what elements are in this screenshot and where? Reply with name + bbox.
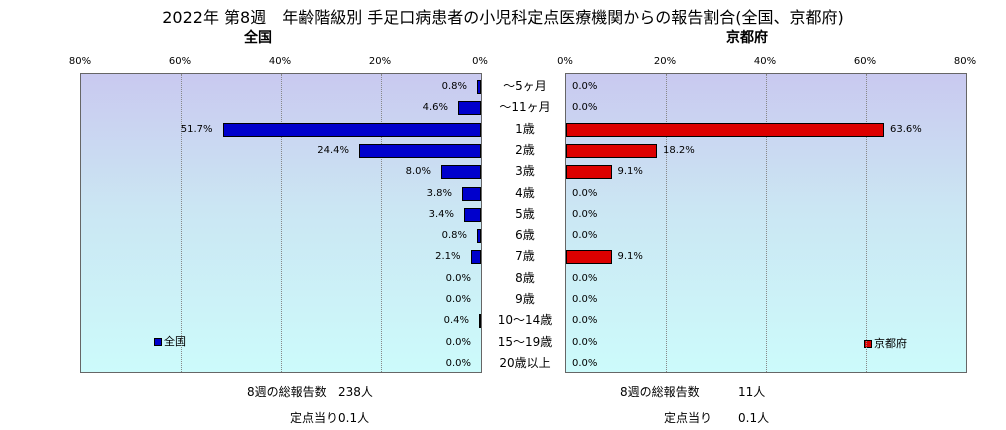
right-legend: 京都府	[864, 338, 907, 350]
right-per-label: 定点当り	[664, 409, 712, 426]
category-label: 6歳	[485, 228, 565, 242]
left-bar	[359, 144, 481, 158]
left-value-label: 3.8%	[427, 187, 452, 201]
right-gridline	[666, 74, 667, 372]
left-per-value: 0.1人	[338, 409, 369, 426]
right-tick-label: 80%	[945, 56, 985, 67]
right-tick-label: 0%	[545, 56, 585, 67]
left-bar	[441, 165, 481, 179]
category-label: 15～19歳	[485, 335, 565, 349]
left-value-label: 0.8%	[442, 229, 467, 243]
left-value-label: 24.4%	[317, 144, 349, 158]
left-bar	[223, 123, 482, 137]
left-tick-label: 20%	[360, 56, 400, 67]
right-value-label: 0.0%	[572, 272, 597, 286]
right-value-label: 0.0%	[572, 314, 597, 328]
left-value-label: 3.4%	[429, 208, 454, 222]
left-tick-label: 60%	[160, 56, 200, 67]
left-value-label: 8.0%	[406, 165, 431, 179]
category-label: 1歳	[485, 122, 565, 136]
category-label: 5歳	[485, 207, 565, 221]
right-per-value: 0.1人	[738, 409, 769, 426]
left-tick-label: 80%	[60, 56, 100, 67]
category-label: 3歳	[485, 164, 565, 178]
category-label: 4歳	[485, 186, 565, 200]
left-value-label: 2.1%	[435, 250, 460, 264]
category-label: 8歳	[485, 271, 565, 285]
left-tick-label: 40%	[260, 56, 300, 67]
left-plot-area: 全国 0.8% 4.6% 51.7% 24.4% 8.0% 3.8% 3.4% 0.8% 2.1…	[80, 73, 482, 373]
right-tick-label: 20%	[645, 56, 685, 67]
right-plot-area: 京都府 0.0% 0.0% 63.6% 18.2% 9.1% 0.0% 0.0% 0.0% 9.…	[565, 73, 967, 373]
right-value-label: 0.0%	[572, 336, 597, 350]
right-value-label: 0.0%	[572, 101, 597, 115]
left-bar	[464, 208, 481, 222]
left-legend-swatch	[154, 338, 162, 346]
left-value-label: 0.0%	[446, 357, 471, 371]
right-tick-label: 40%	[745, 56, 785, 67]
right-gridline	[766, 74, 767, 372]
category-label: ～5ヶ月	[485, 79, 565, 93]
left-value-label: 51.7%	[181, 123, 213, 137]
left-bar	[471, 250, 482, 264]
right-value-label: 0.0%	[572, 229, 597, 243]
left-value-label: 0.0%	[446, 293, 471, 307]
right-value-label: 18.2%	[663, 144, 695, 158]
right-gridline	[866, 74, 867, 372]
left-per-label: 定点当り	[290, 409, 338, 426]
chart-title: 2022年 第8週 年齢階級別 手足口病患者の小児科定点医療機関からの報告割合(…	[0, 4, 1006, 28]
right-value-label: 0.0%	[572, 208, 597, 222]
category-label: 2歳	[485, 143, 565, 157]
right-bar	[566, 165, 612, 179]
left-total-value: 238人	[338, 383, 373, 400]
left-value-label: 0.8%	[442, 80, 467, 94]
left-value-label: 0.4%	[444, 314, 469, 328]
left-chart-title: 全国	[244, 27, 272, 47]
right-tick-label: 60%	[845, 56, 885, 67]
left-bar	[458, 101, 481, 115]
right-bar	[566, 250, 612, 264]
left-value-label: 4.6%	[423, 101, 448, 115]
right-total-label: 8週の総報告数	[620, 383, 700, 400]
category-label: 9歳	[485, 292, 565, 306]
right-value-label: 0.0%	[572, 187, 597, 201]
right-value-label: 63.6%	[890, 123, 922, 137]
category-label: 7歳	[485, 249, 565, 263]
category-label: 20歳以上	[485, 356, 565, 370]
right-legend-label: 京都府	[874, 337, 907, 350]
left-gridline	[381, 74, 382, 372]
right-bar	[566, 144, 657, 158]
left-gridline	[281, 74, 282, 372]
right-value-label: 9.1%	[618, 165, 643, 179]
right-value-label: 9.1%	[618, 250, 643, 264]
left-total-label: 8週の総報告数	[247, 383, 327, 400]
right-value-label: 0.0%	[572, 80, 597, 94]
category-label: 10～14歳	[485, 313, 565, 327]
right-chart-title: 京都府	[726, 27, 768, 47]
right-bar	[566, 123, 884, 137]
left-legend-label: 全国	[164, 335, 186, 348]
left-value-label: 0.0%	[446, 272, 471, 286]
right-value-label: 0.0%	[572, 293, 597, 307]
right-total-value: 11人	[738, 383, 765, 400]
left-bar	[479, 314, 481, 328]
left-gridline	[181, 74, 182, 372]
left-bar	[462, 187, 481, 201]
left-bar	[477, 229, 481, 243]
left-value-label: 0.0%	[446, 336, 471, 350]
left-tick-label: 0%	[460, 56, 500, 67]
category-label: ～11ヶ月	[485, 100, 565, 114]
left-bar	[477, 80, 481, 94]
right-value-label: 0.0%	[572, 357, 597, 371]
